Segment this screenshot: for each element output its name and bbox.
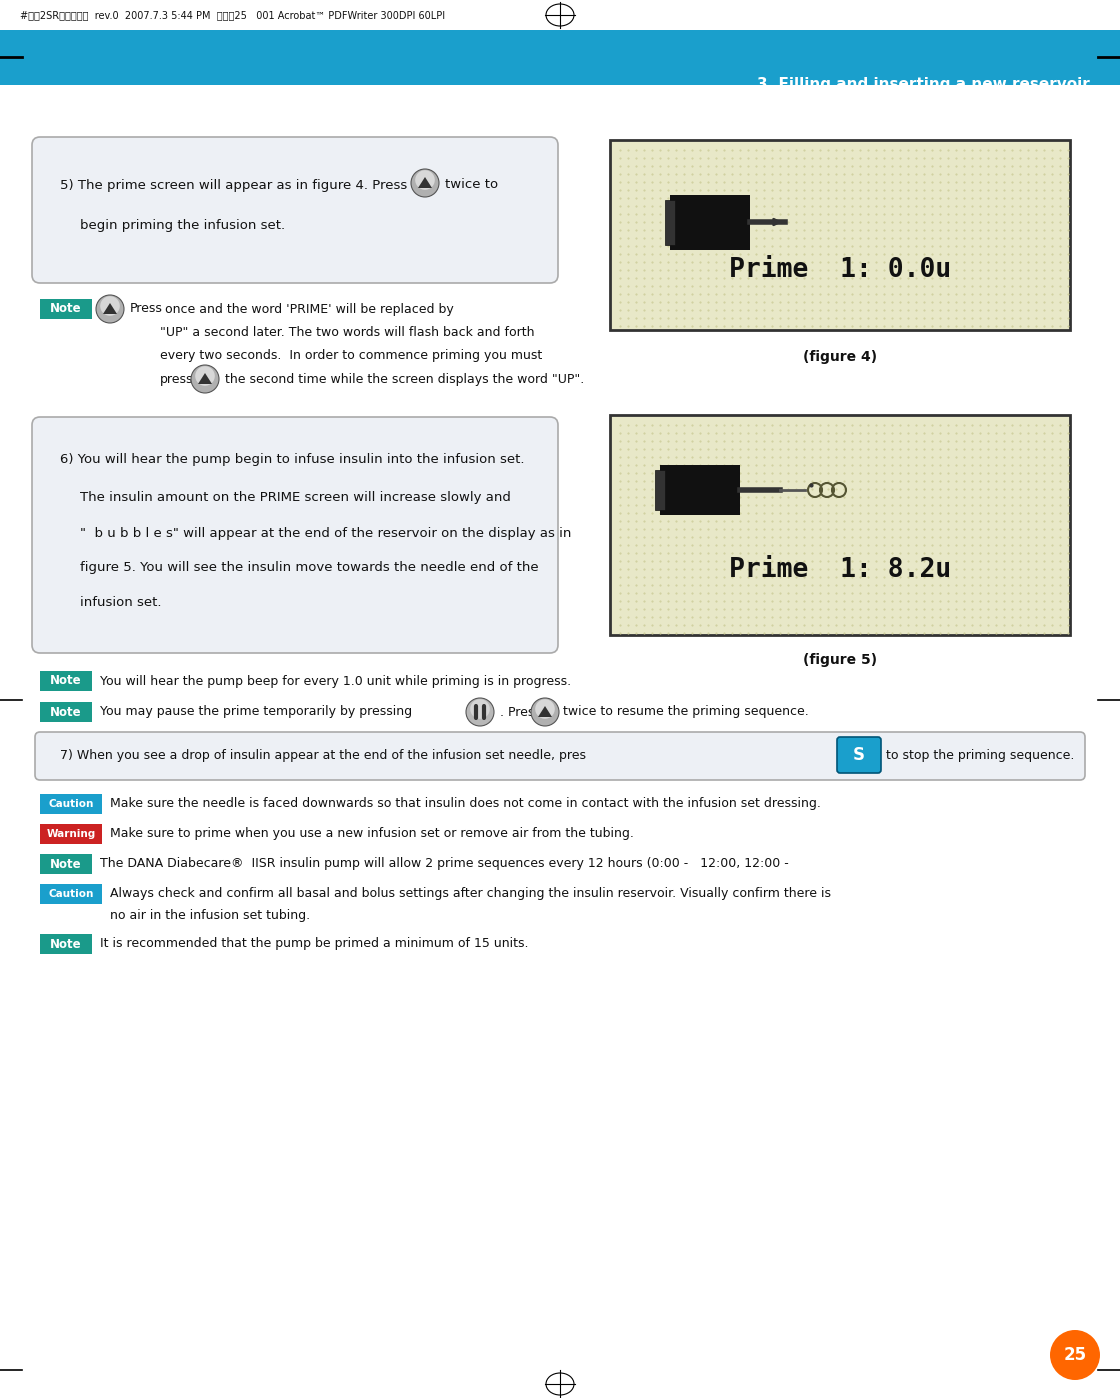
Text: Make sure to prime when you use a new infusion set or remove air from the tubing: Make sure to prime when you use a new in… [110, 828, 634, 840]
Text: Note: Note [50, 302, 82, 316]
Text: The DANA Diabecare®  IISR insulin pump will allow 2 prime sequences every 12 hou: The DANA Diabecare® IISR insulin pump wi… [100, 857, 788, 871]
Circle shape [535, 699, 554, 719]
Circle shape [411, 169, 439, 197]
Text: 5) The prime screen will appear as in figure 4. Press: 5) The prime screen will appear as in fi… [60, 179, 408, 192]
Text: The insulin amount on the PRIME screen will increase slowly and: The insulin amount on the PRIME screen w… [80, 491, 511, 503]
FancyBboxPatch shape [40, 299, 92, 319]
FancyBboxPatch shape [837, 737, 881, 773]
Polygon shape [418, 178, 432, 187]
Circle shape [1051, 1329, 1100, 1380]
Text: You may pause the prime temporarily by pressing: You may pause the prime temporarily by p… [100, 706, 412, 719]
FancyBboxPatch shape [665, 200, 675, 245]
Text: Caution: Caution [48, 800, 94, 809]
FancyBboxPatch shape [35, 733, 1085, 780]
Text: Make sure the needle is faced downwards so that insulin does not come in contact: Make sure the needle is faced downwards … [110, 797, 821, 811]
FancyBboxPatch shape [0, 29, 1120, 85]
Text: Press: Press [130, 302, 162, 316]
Text: Note: Note [50, 857, 82, 871]
Text: Prime  1: 0.0u: Prime 1: 0.0u [729, 257, 951, 282]
Text: (figure 4): (figure 4) [803, 350, 877, 363]
Text: every two seconds.  In order to commence priming you must: every two seconds. In order to commence … [160, 350, 542, 362]
Text: (figure 5): (figure 5) [803, 653, 877, 667]
FancyBboxPatch shape [40, 671, 92, 691]
Text: Always check and confirm all basal and bolus settings after changing the insulin: Always check and confirm all basal and b… [110, 888, 831, 900]
Polygon shape [198, 373, 212, 384]
FancyBboxPatch shape [660, 466, 740, 514]
Text: #다나2SR영문메뉴얼  rev.0  2007.7.3 5:44 PM  페이지25   001 Acrobat™ PDFWriter 300DPI 60LP: #다나2SR영문메뉴얼 rev.0 2007.7.3 5:44 PM 페이지25… [20, 10, 445, 20]
Text: 6) You will hear the pump begin to infuse insulin into the infusion set.: 6) You will hear the pump begin to infus… [60, 453, 524, 467]
Text: Warning: Warning [46, 829, 95, 839]
FancyBboxPatch shape [655, 470, 665, 510]
FancyBboxPatch shape [40, 854, 92, 874]
Text: . Press: . Press [500, 706, 541, 719]
Text: 25: 25 [1063, 1346, 1086, 1364]
Circle shape [416, 171, 435, 190]
Text: 7) When you see a drop of insulin appear at the end of the infusion set needle, : 7) When you see a drop of insulin appear… [60, 749, 586, 762]
FancyBboxPatch shape [40, 934, 92, 953]
Circle shape [96, 295, 124, 323]
Text: Note: Note [50, 938, 82, 951]
FancyBboxPatch shape [40, 702, 92, 721]
FancyBboxPatch shape [610, 140, 1070, 330]
Text: once and the word 'PRIME' will be replaced by: once and the word 'PRIME' will be replac… [165, 302, 454, 316]
Text: figure 5. You will see the insulin move towards the needle end of the: figure 5. You will see the insulin move … [80, 562, 539, 575]
Polygon shape [538, 706, 552, 717]
Text: no air in the infusion set tubing.: no air in the infusion set tubing. [110, 909, 310, 921]
Circle shape [192, 365, 220, 393]
Text: Caution: Caution [48, 889, 94, 899]
FancyArrowPatch shape [753, 219, 780, 225]
Circle shape [195, 366, 215, 386]
Circle shape [470, 699, 489, 719]
Text: to stop the priming sequence.: to stop the priming sequence. [886, 749, 1074, 762]
FancyBboxPatch shape [32, 417, 558, 653]
Circle shape [531, 698, 559, 726]
FancyBboxPatch shape [40, 794, 102, 814]
Text: You will hear the pump beep for every 1.0 unit while priming is in progress.: You will hear the pump beep for every 1.… [100, 674, 571, 688]
FancyBboxPatch shape [610, 415, 1070, 635]
Text: press: press [160, 372, 194, 386]
FancyBboxPatch shape [32, 137, 558, 282]
Polygon shape [103, 303, 116, 315]
Text: S: S [853, 747, 865, 763]
Text: begin priming the infusion set.: begin priming the infusion set. [80, 218, 286, 232]
FancyBboxPatch shape [40, 884, 102, 905]
Text: twice to resume the priming sequence.: twice to resume the priming sequence. [563, 706, 809, 719]
FancyBboxPatch shape [0, 0, 1120, 29]
FancyBboxPatch shape [670, 194, 750, 250]
Text: Note: Note [50, 674, 82, 688]
FancyBboxPatch shape [40, 823, 102, 844]
Text: infusion set.: infusion set. [80, 597, 161, 610]
Text: Note: Note [50, 706, 82, 719]
Circle shape [100, 296, 120, 316]
Text: It is recommended that the pump be primed a minimum of 15 units.: It is recommended that the pump be prime… [100, 938, 529, 951]
Text: twice to: twice to [445, 179, 498, 192]
Text: "UP" a second later. The two words will flash back and forth: "UP" a second later. The two words will … [160, 327, 534, 340]
Text: "  b u b b l e s" will appear at the end of the reservoir on the display as in: " b u b b l e s" will appear at the end … [80, 527, 571, 540]
Circle shape [466, 698, 494, 726]
Text: the second time while the screen displays the word "UP".: the second time while the screen display… [225, 372, 585, 386]
Text: 3. Filling and inserting a new reservoir: 3. Filling and inserting a new reservoir [757, 77, 1090, 92]
Text: Prime  1: 8.2u: Prime 1: 8.2u [729, 556, 951, 583]
